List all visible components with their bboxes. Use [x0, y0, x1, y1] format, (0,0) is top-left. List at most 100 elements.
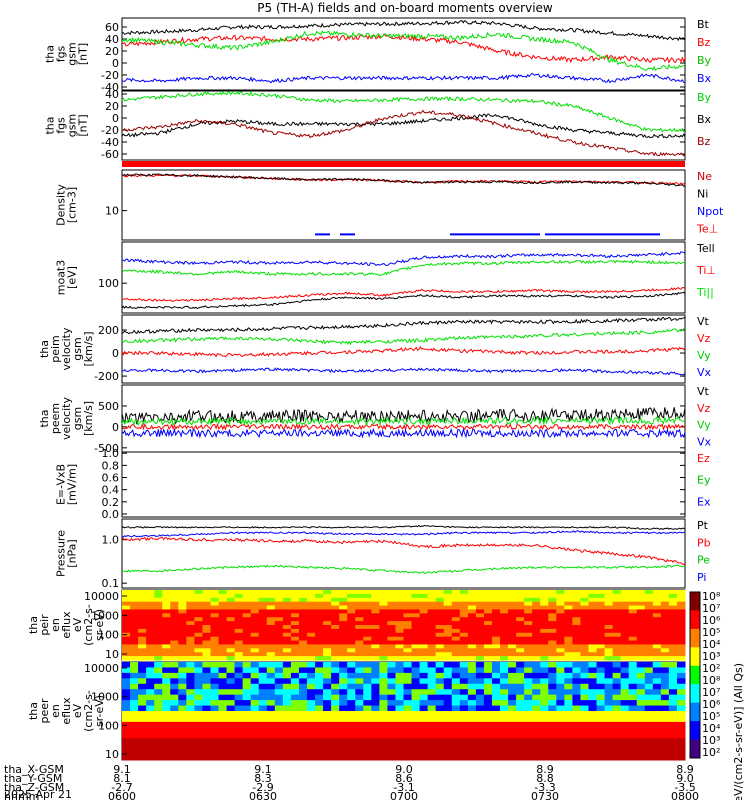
- heat-cell: [226, 597, 236, 603]
- heat-cell: [154, 605, 163, 610]
- ytick-label: 500: [98, 400, 119, 413]
- heat-cell: [491, 628, 501, 634]
- heat-cell: [620, 749, 630, 756]
- heat-cell: [475, 749, 485, 756]
- heat-cell: [483, 721, 493, 728]
- panel-9: thapeirenefluxeV(cm2-s-sr-eV)10000100010…: [27, 589, 686, 661]
- heat-cell: [548, 672, 557, 679]
- heat-cell: [532, 743, 541, 750]
- heat-cell: [443, 705, 453, 712]
- xaxis-tick-label: 8.6: [395, 772, 413, 785]
- heat-cell: [475, 732, 485, 739]
- heat-cell: [612, 640, 622, 645]
- heat-cell: [315, 621, 324, 626]
- heat-cell: [122, 644, 131, 649]
- heat-cell: [660, 590, 670, 595]
- heat-cell: [178, 621, 187, 626]
- heat-cell: [250, 727, 260, 734]
- heat-cell: [548, 678, 557, 685]
- heat-cell: [162, 700, 171, 707]
- heat-cell: [146, 640, 155, 645]
- heat-cell: [628, 711, 638, 717]
- heat-cell: [564, 593, 573, 599]
- heat-cell: [451, 738, 461, 745]
- heat-cell: [556, 678, 565, 685]
- heat-cell: [274, 601, 284, 607]
- heat-cell: [154, 617, 163, 622]
- heat-cell: [500, 625, 509, 630]
- heat-cell: [234, 689, 244, 696]
- heat-cell: [282, 605, 292, 610]
- heat-cell: [628, 694, 638, 701]
- heat-cell: [524, 662, 533, 668]
- heat-cell: [234, 636, 244, 642]
- ylabel-line: (cm2-s-: [82, 604, 95, 646]
- heat-cell: [500, 613, 509, 618]
- heat-cell: [580, 652, 589, 657]
- heat-cell: [387, 738, 396, 745]
- heat-cell: [315, 636, 324, 642]
- heat-cell: [668, 648, 678, 653]
- heat-cell: [282, 644, 292, 649]
- heat-cell: [395, 749, 404, 756]
- heat-cell: [467, 644, 477, 649]
- heat-cell: [596, 716, 606, 723]
- heat-cell: [636, 738, 646, 745]
- heat-cell: [258, 605, 268, 610]
- heat-cell: [298, 678, 308, 685]
- heat-cell: [427, 652, 437, 657]
- heat-cell: [580, 700, 589, 707]
- heat-cell: [475, 621, 485, 626]
- heat-cell: [604, 613, 614, 618]
- heat-cell: [178, 644, 187, 649]
- heat-cell: [500, 732, 509, 739]
- heat-cell: [451, 721, 461, 728]
- heat-cell: [491, 711, 501, 717]
- heat-cell: [178, 640, 187, 645]
- heat-cell: [379, 667, 388, 674]
- heat-cell: [242, 716, 252, 723]
- heat-cell: [459, 732, 469, 739]
- heat-cell: [676, 672, 686, 679]
- heat-cell: [652, 625, 662, 630]
- heat-cell: [483, 694, 493, 701]
- heat-cell: [178, 593, 187, 599]
- heat-cell: [443, 749, 453, 756]
- heat-cell: [331, 754, 340, 761]
- heat-cell: [475, 727, 485, 734]
- heat-cell: [652, 593, 662, 599]
- heat-cell: [628, 652, 638, 657]
- heat-cell: [516, 716, 525, 723]
- heat-cell: [298, 640, 308, 645]
- xaxis-tick-label: 0630: [249, 790, 277, 800]
- heat-cell: [588, 662, 598, 668]
- heat-cell: [403, 632, 413, 638]
- heat-cell: [612, 590, 622, 595]
- heat-cell: [122, 640, 131, 645]
- heat-cell: [540, 632, 549, 638]
- heat-cell: [524, 656, 533, 661]
- colorbar-segment: [690, 592, 700, 611]
- heat-cell: [540, 597, 549, 603]
- heat-cell: [459, 590, 469, 595]
- heat-cell: [451, 656, 461, 661]
- heat-cell: [548, 628, 557, 634]
- heat-cell: [371, 656, 380, 661]
- heat-cell: [419, 672, 429, 679]
- heat-cell: [548, 621, 557, 626]
- heat-cell: [315, 662, 324, 668]
- heat-cell: [628, 628, 638, 634]
- heat-cell: [202, 721, 211, 728]
- heat-cell: [604, 632, 614, 638]
- heat-cell: [628, 656, 638, 661]
- heat-cell: [323, 749, 332, 756]
- heat-cell: [532, 732, 541, 739]
- heat-cell: [427, 605, 437, 610]
- heat-cell: [347, 656, 356, 661]
- heat-cell: [500, 590, 509, 595]
- heat-cell: [652, 678, 662, 685]
- ytick-label: -20: [101, 124, 119, 137]
- heat-cell: [411, 617, 421, 622]
- heat-cell: [154, 667, 163, 674]
